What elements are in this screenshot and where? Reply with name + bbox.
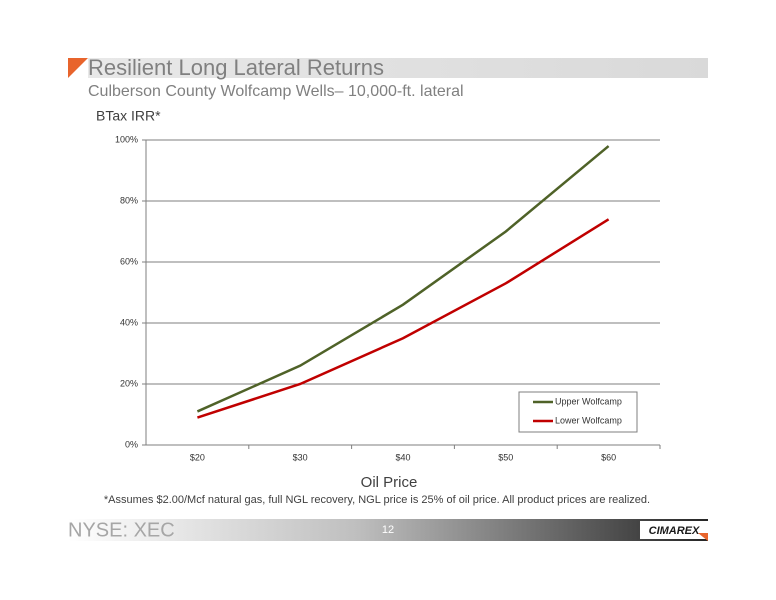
series-line (197, 218, 610, 419)
logo: CIMAREX (649, 525, 700, 537)
accent (68, 58, 88, 78)
x-tick-label: $60 (601, 452, 616, 462)
page-number: 12 (382, 524, 394, 536)
footer-band (68, 519, 708, 541)
slide-title: Resilient Long Lateral Returns (88, 55, 384, 80)
y-tick-label: 60% (120, 256, 138, 266)
logo-box (640, 521, 708, 539)
ticker: NYSE: XEC (68, 519, 175, 541)
slide-subtitle: Culberson County Wolfcamp Wells– 10,000-… (88, 83, 464, 100)
x-tick-label: $50 (498, 452, 513, 462)
logo-accent (698, 533, 708, 541)
legend-label: Lower Wolfcamp (555, 415, 622, 425)
x-tick-label: $30 (293, 452, 308, 462)
y-tick-label: 80% (120, 195, 138, 205)
footnote: *Assumes $2.00/Mcf natural gas, full NGL… (104, 494, 650, 506)
title-band (88, 58, 708, 78)
y-axis-label: BTax IRR* (96, 108, 161, 124)
legend-box (518, 391, 638, 433)
y-tick-label: 0% (125, 439, 138, 449)
y-tick-label: 100% (115, 134, 138, 144)
x-tick-label: $40 (395, 452, 410, 462)
x-tick-label: $20 (190, 452, 205, 462)
y-tick-label: 40% (120, 317, 138, 327)
y-tick-label: 20% (120, 378, 138, 388)
legend-label: Upper Wolfcamp (555, 396, 622, 406)
x-axis-label: Oil Price (361, 474, 418, 491)
series-line (196, 145, 610, 413)
